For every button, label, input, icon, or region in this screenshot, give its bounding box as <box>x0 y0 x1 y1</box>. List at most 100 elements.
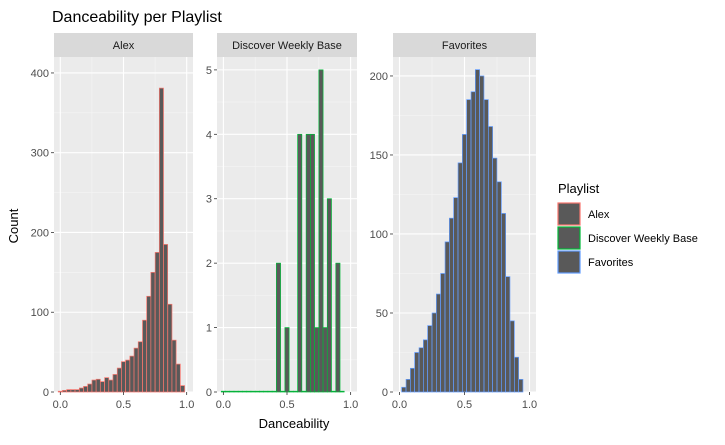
y-tick-label: 5 <box>206 65 212 77</box>
histogram-bar <box>99 381 105 393</box>
histogram-bar <box>108 379 114 393</box>
histogram-bar <box>83 386 89 393</box>
legend-label: Alex <box>588 209 610 221</box>
histogram-bar <box>163 244 169 393</box>
histogram-bar <box>462 134 467 393</box>
legend: Playlist Alex Discover Weekly Base Favorit… <box>557 181 698 274</box>
facet-strip <box>217 33 357 57</box>
histogram-bar <box>220 390 226 393</box>
legend-title: Playlist <box>558 181 600 196</box>
histogram-bar <box>518 379 524 393</box>
facet-strip-label: Discover Weekly Base <box>232 40 342 52</box>
histogram-bar <box>142 319 148 393</box>
histogram-bar <box>505 276 511 393</box>
y-tick-label: 150 <box>370 150 388 162</box>
facet-discover-weekly-base: Discover Weekly Base 0 1 2 3 4 5 0.0 0.5 1.0 <box>206 33 358 411</box>
y-tick-label: 200 <box>370 71 388 83</box>
legend-label: Favorites <box>588 257 634 269</box>
histogram-bar <box>104 377 110 393</box>
histogram-bar <box>314 327 320 393</box>
chart-title: Danceability per Playlist <box>52 9 222 26</box>
facet-strip <box>54 33 193 57</box>
y-tick-label: 2 <box>206 258 212 270</box>
y-tick-label: 3 <box>206 194 212 206</box>
histogram-bar <box>154 252 160 393</box>
histogram-bar <box>175 363 181 393</box>
x-tick-label: 0.5 <box>457 399 472 411</box>
histogram-bar <box>57 390 63 393</box>
y-tick-label: 0 <box>43 387 49 399</box>
histogram-bar <box>70 389 76 393</box>
x-tick-label: 1.0 <box>343 399 358 411</box>
histogram-bar <box>514 356 519 393</box>
histogram-bar <box>444 241 450 393</box>
histogram-bar <box>301 390 307 393</box>
histogram-bar <box>410 367 415 393</box>
legend-key <box>557 226 581 250</box>
histogram-bar <box>180 385 185 393</box>
y-tick-label: 100 <box>31 307 49 319</box>
histogram-bar <box>91 379 97 393</box>
histogram-bar <box>288 390 294 393</box>
histogram-bar <box>284 327 290 393</box>
histogram-bar <box>310 133 315 393</box>
histogram-bar <box>322 327 328 393</box>
histogram-bar <box>453 197 459 393</box>
histogram-bar <box>129 355 135 393</box>
y-tick-label: 200 <box>31 227 49 239</box>
histogram-bar <box>475 69 480 393</box>
histogram-bar <box>436 293 441 393</box>
histogram-bar <box>229 390 235 393</box>
histogram-bar <box>331 390 337 393</box>
histogram-bar <box>418 347 424 393</box>
histogram-bar <box>150 272 156 393</box>
histogram-bar <box>74 389 80 393</box>
histogram-bar <box>297 133 303 393</box>
histogram-bar <box>440 273 446 393</box>
histogram-bar <box>449 217 454 393</box>
histogram-bar <box>62 390 67 393</box>
histogram-bar <box>466 99 472 393</box>
histogram-bar <box>271 390 277 393</box>
y-tick-label: 400 <box>31 68 49 80</box>
histogram-bar <box>267 390 273 393</box>
histogram-bar <box>263 390 269 393</box>
x-axis-label: Danceability <box>259 416 330 431</box>
histogram-bar <box>293 390 298 393</box>
y-tick-label: 0 <box>382 387 388 399</box>
y-tick-label: 50 <box>376 308 388 320</box>
histogram-bar <box>246 390 252 393</box>
histogram-bar <box>326 198 332 393</box>
histogram-bar <box>137 341 143 393</box>
x-tick-label: 0.5 <box>279 399 294 411</box>
histogram-bar <box>401 386 407 393</box>
histogram-bar <box>479 75 485 393</box>
histogram-bar <box>427 325 433 393</box>
x-tick-label: 1.0 <box>179 399 194 411</box>
y-tick-label: 300 <box>31 148 49 160</box>
histogram-bar <box>488 126 493 393</box>
histogram-bar <box>280 390 286 393</box>
histogram-bar <box>250 390 256 393</box>
histogram-bar <box>470 91 476 393</box>
histogram-bar <box>171 339 177 393</box>
x-tick-label: 1.0 <box>522 399 537 411</box>
facet-alex: Alex 0 100 200 300 400 0.0 0.5 1.0 <box>31 33 194 411</box>
y-tick-label: 4 <box>206 129 212 141</box>
histogram-bar <box>233 390 239 393</box>
histogram-bar <box>492 157 498 393</box>
histogram-bar <box>335 262 341 393</box>
x-tick-label: 0.5 <box>116 399 131 411</box>
histogram-bar <box>509 320 515 393</box>
histogram-bar <box>501 213 506 393</box>
y-axis-label: Count <box>6 208 21 243</box>
histogram-bar <box>483 99 489 393</box>
histogram-bar <box>95 378 101 393</box>
histogram-bar <box>339 390 345 393</box>
histogram-bar <box>305 133 311 393</box>
histogram-bar <box>167 303 173 393</box>
x-tick-label: 0.0 <box>216 399 231 411</box>
histogram-bar <box>146 295 152 393</box>
y-tick-label: 100 <box>370 229 388 241</box>
